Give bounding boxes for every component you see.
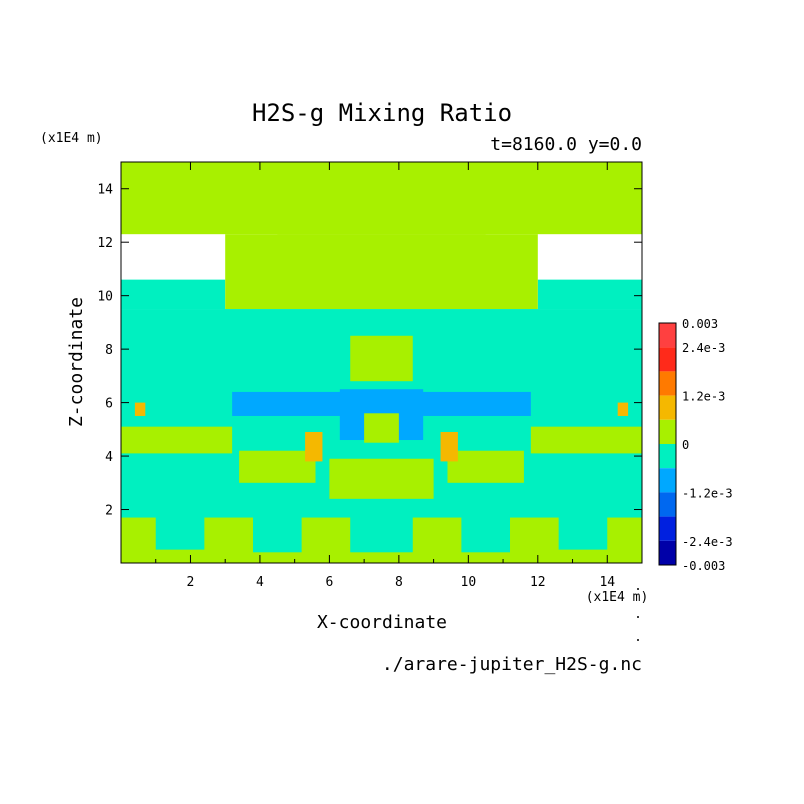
contour-region-10 [121,426,233,454]
contour-region-20 [232,391,344,416]
x-axis: 2 4 6 8 10 12 14 [155,162,615,590]
contour-region-19 [350,509,413,553]
contour-region-12 [239,450,316,483]
colorbar [659,323,676,565]
colorbar-label: 2.4e-3 [682,341,725,355]
colorbar-swatch-3 [659,395,676,420]
colorbar-frame [658,322,677,566]
colorbar-labels: 0.003 2.4e-3 1.2e-3 0 -1.2e-3 -2.4e-3 -0.003 [682,317,733,573]
colorbar-swatch-9 [659,540,676,565]
y-tick-label: 8 [105,343,113,358]
x-tick-label: 6 [325,575,333,590]
x-tick-label: 12 [530,575,546,590]
colorbar-label: 1.2e-3 [682,390,725,404]
contour-region-24 [305,432,323,462]
contour-region-7 [225,234,538,310]
x-tick-label: 2 [187,575,195,590]
colorbar-swatch-6 [659,468,676,493]
contour-region-18 [558,498,608,550]
y-axis-label: Z-coordinate [66,297,87,427]
colorbar-label: 0 [682,438,689,452]
colorbar-label: -2.4e-3 [682,535,733,549]
y-tick-label: 14 [97,183,113,198]
contour-region-21 [419,391,531,416]
decorative-dots [637,588,639,641]
y-axis: 2 4 6 8 10 12 14 [97,183,642,519]
colorbar-swatch-7 [659,492,676,517]
contour-region-1 [121,279,226,310]
x-tick-label: 4 [256,575,264,590]
x-tick-label: 10 [461,575,477,590]
contour-region-25 [440,432,458,462]
y-tick-label: 6 [105,397,113,412]
contour-region-6 [121,162,642,235]
colorbar-label: -0.003 [682,559,725,573]
colorbar-label: -1.2e-3 [682,486,733,500]
contour-region-27 [617,402,629,416]
y-tick-label: 10 [97,290,113,305]
contour-region-16 [252,493,302,553]
chart-subtitle: t=8160.0 y=0.0 [490,134,642,155]
contour-region-11 [530,426,642,454]
colorbar-swatch-4 [659,419,676,444]
colorbar-label: 0.003 [682,317,718,331]
colorbar-swatch-0 [659,323,676,348]
x-unit-label: (x1E4 m) [586,590,649,605]
contour-region-14 [329,458,434,499]
plot-frame [120,161,643,564]
contour-region-2 [537,279,642,310]
x-tick-label: 14 [599,575,615,590]
contour-field [121,162,642,563]
footer-filename: ./arare-jupiter_H2S-g.nc [382,654,642,675]
y-tick-label: 4 [105,450,113,465]
colorbar-swatch-1 [659,347,676,372]
contour-region-15 [155,498,205,550]
y-tick-label: 2 [105,504,113,519]
contour-region-23 [364,413,399,443]
colorbar-swatch-5 [659,444,676,469]
x-axis-label: X-coordinate [317,612,447,633]
colorbar-swatch-2 [659,371,676,396]
contour-region-9 [350,335,413,382]
colorbar-swatch-8 [659,516,676,541]
x-tick-label: 8 [395,575,403,590]
contour-region-26 [134,402,146,416]
contour-region-17 [461,493,511,553]
z-unit-label: (x1E4 m) [40,131,103,146]
contour-region-13 [447,450,524,483]
y-tick-label: 12 [97,236,113,251]
chart-title: H2S-g Mixing Ratio [252,99,512,127]
